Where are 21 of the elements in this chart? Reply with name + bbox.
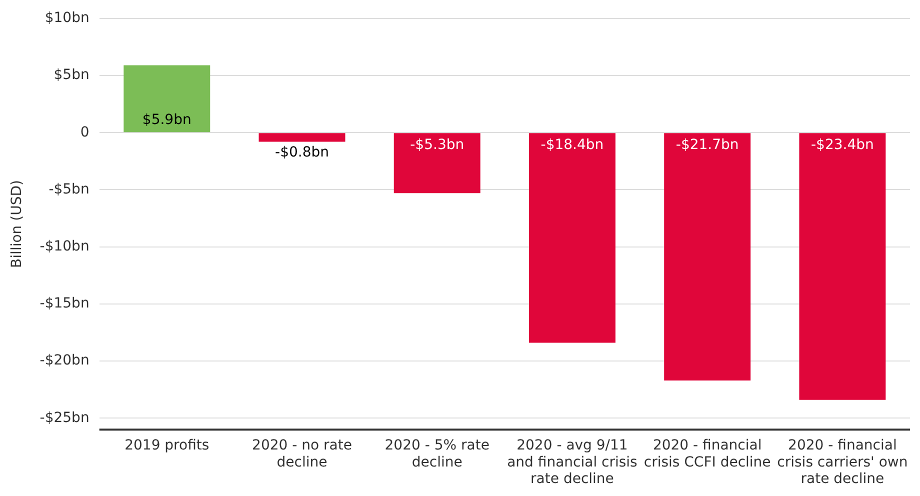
- x-tick-label: 2020 - financial crisis CCFI decline: [644, 438, 771, 470]
- data-label: -$0.8bn: [275, 144, 329, 160]
- x-tick-label: 2020 - no rate decline: [252, 438, 352, 470]
- y-tick-label: -$15bn: [40, 296, 90, 312]
- data-label: $5.9bn: [142, 112, 192, 128]
- y-tick-label: -$5bn: [48, 181, 90, 198]
- x-tick-label: 2019 profits: [124, 438, 210, 454]
- y-tick-label: $5bn: [54, 67, 90, 84]
- data-label: -$18.4bn: [540, 136, 604, 153]
- y-tick-label: -$25bn: [40, 410, 90, 426]
- y-tick-label: 0: [80, 124, 90, 140]
- data-label: -$5.3bn: [410, 136, 464, 153]
- y-axis-title: Billion (USD): [9, 180, 26, 268]
- data-label: -$21.7bn: [676, 136, 739, 153]
- data-label: -$23.4bn: [811, 136, 874, 153]
- x-tick-label: 2020 - 5% rate decline: [384, 438, 490, 470]
- y-tick-label: -$10bn: [40, 238, 90, 254]
- y-tick-label: -$20bn: [40, 352, 90, 369]
- x-tick-label: 2020 - avg 9/11 and financial crisis rate decline: [507, 438, 638, 488]
- y-tick-label: $10bn: [44, 10, 90, 26]
- x-tick-label: 2020 - financial crisis carriers' own rate decline: [777, 438, 908, 488]
